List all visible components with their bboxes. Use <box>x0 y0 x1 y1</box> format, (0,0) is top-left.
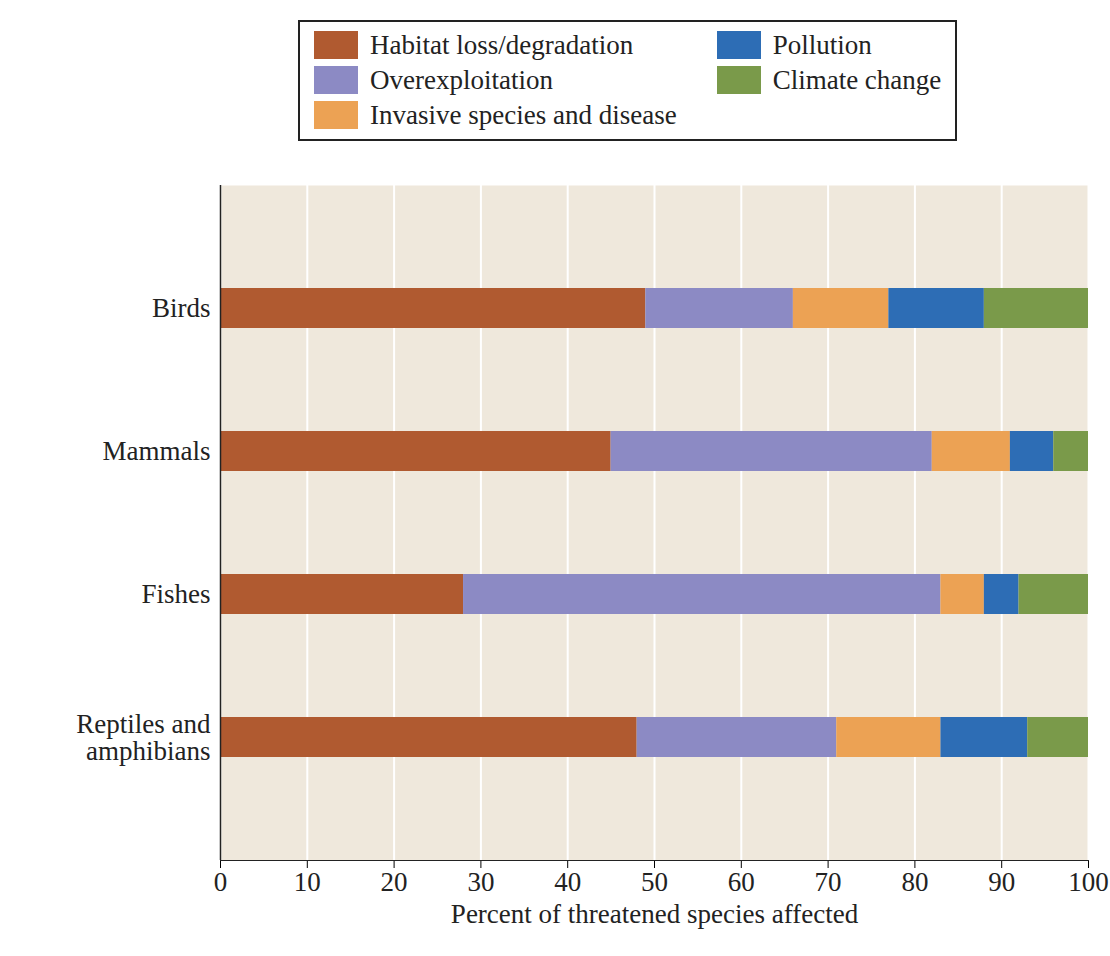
svg-text:Birds: Birds <box>152 293 211 323</box>
svg-text:Mammals: Mammals <box>103 436 211 466</box>
html-text:Pollution: Pollution <box>772 29 872 60</box>
svg-text:90: 90 <box>988 867 1015 897</box>
svg-text:60: 60 <box>728 867 755 897</box>
svg-text:50: 50 <box>641 867 668 897</box>
svg-text:0: 0 <box>214 867 228 897</box>
svg-text:20: 20 <box>381 867 408 897</box>
svg-text:30: 30 <box>467 867 494 897</box>
svg-text:70: 70 <box>815 867 842 897</box>
html-text:Overexploitation: Overexploitation <box>370 64 553 95</box>
svg-text:10: 10 <box>294 867 321 897</box>
svg-text:Fishes: Fishes <box>141 579 210 609</box>
html-text:Climate change: Climate change <box>772 64 942 95</box>
svg-text:80: 80 <box>901 867 928 897</box>
html-text:Invasive species and disease: Invasive species and disease <box>370 99 677 130</box>
svg-text:100: 100 <box>1068 867 1109 897</box>
svg-text:40: 40 <box>554 867 581 897</box>
html-text:Habitat loss/degradation: Habitat loss/degradation <box>370 29 634 60</box>
svg-text:Reptiles andamphibians: Reptiles andamphibians <box>76 709 211 766</box>
svg-text:Percent of threatened species: Percent of threatened species affected <box>451 899 859 929</box>
